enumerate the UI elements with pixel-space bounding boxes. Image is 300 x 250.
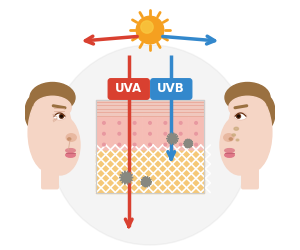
FancyBboxPatch shape — [127, 139, 142, 150]
FancyBboxPatch shape — [142, 139, 158, 150]
FancyBboxPatch shape — [112, 139, 127, 150]
Circle shape — [136, 16, 164, 44]
FancyBboxPatch shape — [127, 117, 142, 128]
FancyBboxPatch shape — [127, 128, 142, 139]
FancyBboxPatch shape — [112, 128, 127, 139]
FancyBboxPatch shape — [173, 139, 188, 150]
Ellipse shape — [238, 116, 239, 117]
Ellipse shape — [34, 96, 71, 119]
Circle shape — [118, 132, 121, 135]
Ellipse shape — [229, 138, 232, 140]
Circle shape — [141, 21, 153, 33]
Text: UVB: UVB — [158, 82, 185, 95]
Circle shape — [179, 143, 182, 146]
Ellipse shape — [225, 153, 234, 157]
Circle shape — [149, 132, 151, 135]
Ellipse shape — [232, 134, 236, 136]
Ellipse shape — [235, 114, 246, 119]
FancyBboxPatch shape — [173, 128, 188, 139]
FancyBboxPatch shape — [142, 117, 158, 128]
FancyBboxPatch shape — [112, 117, 127, 128]
FancyBboxPatch shape — [189, 139, 203, 150]
FancyBboxPatch shape — [42, 169, 58, 189]
Ellipse shape — [228, 92, 272, 172]
FancyBboxPatch shape — [189, 117, 203, 128]
Circle shape — [118, 122, 121, 124]
Text: UVA: UVA — [115, 82, 142, 95]
Polygon shape — [167, 133, 178, 144]
FancyBboxPatch shape — [97, 128, 111, 139]
Circle shape — [118, 143, 121, 146]
Ellipse shape — [229, 96, 266, 119]
Ellipse shape — [30, 82, 75, 112]
Ellipse shape — [66, 153, 75, 157]
Circle shape — [195, 122, 197, 124]
Ellipse shape — [25, 95, 45, 130]
Ellipse shape — [225, 82, 270, 112]
Circle shape — [195, 132, 197, 135]
Circle shape — [50, 45, 250, 245]
Circle shape — [164, 132, 167, 135]
FancyBboxPatch shape — [158, 139, 173, 150]
Ellipse shape — [40, 115, 80, 175]
Ellipse shape — [236, 139, 239, 141]
FancyBboxPatch shape — [189, 128, 203, 139]
Ellipse shape — [54, 114, 65, 119]
FancyBboxPatch shape — [173, 117, 188, 128]
Ellipse shape — [61, 116, 62, 117]
Bar — [96, 150, 204, 192]
FancyBboxPatch shape — [151, 79, 192, 99]
Ellipse shape — [255, 95, 275, 130]
Ellipse shape — [59, 114, 64, 118]
Circle shape — [133, 122, 136, 124]
Bar — [96, 118, 204, 150]
Circle shape — [195, 143, 197, 146]
FancyBboxPatch shape — [158, 128, 173, 139]
Ellipse shape — [236, 114, 241, 118]
Ellipse shape — [66, 148, 75, 152]
FancyBboxPatch shape — [97, 139, 111, 150]
Ellipse shape — [63, 112, 69, 132]
Polygon shape — [141, 176, 152, 187]
Polygon shape — [184, 139, 193, 148]
Ellipse shape — [224, 134, 234, 141]
Circle shape — [149, 122, 151, 124]
FancyBboxPatch shape — [97, 117, 111, 128]
Bar — [96, 100, 204, 117]
Circle shape — [179, 122, 182, 124]
Circle shape — [133, 132, 136, 135]
FancyBboxPatch shape — [158, 117, 173, 128]
Ellipse shape — [53, 113, 65, 120]
Ellipse shape — [68, 138, 71, 140]
Ellipse shape — [231, 112, 237, 132]
Circle shape — [133, 143, 136, 146]
Bar — [96, 100, 204, 192]
Circle shape — [164, 122, 167, 124]
Ellipse shape — [234, 127, 238, 130]
Ellipse shape — [235, 113, 247, 120]
FancyBboxPatch shape — [242, 169, 258, 189]
FancyBboxPatch shape — [142, 128, 158, 139]
Ellipse shape — [28, 92, 72, 172]
Ellipse shape — [225, 148, 234, 152]
Circle shape — [103, 143, 105, 146]
Ellipse shape — [220, 115, 260, 175]
FancyBboxPatch shape — [108, 79, 149, 99]
Circle shape — [164, 143, 167, 146]
Ellipse shape — [66, 134, 76, 141]
Circle shape — [103, 122, 105, 124]
Ellipse shape — [266, 126, 271, 134]
Circle shape — [149, 143, 151, 146]
Circle shape — [179, 132, 182, 135]
Polygon shape — [119, 171, 133, 184]
Circle shape — [103, 132, 105, 135]
Ellipse shape — [29, 126, 34, 134]
